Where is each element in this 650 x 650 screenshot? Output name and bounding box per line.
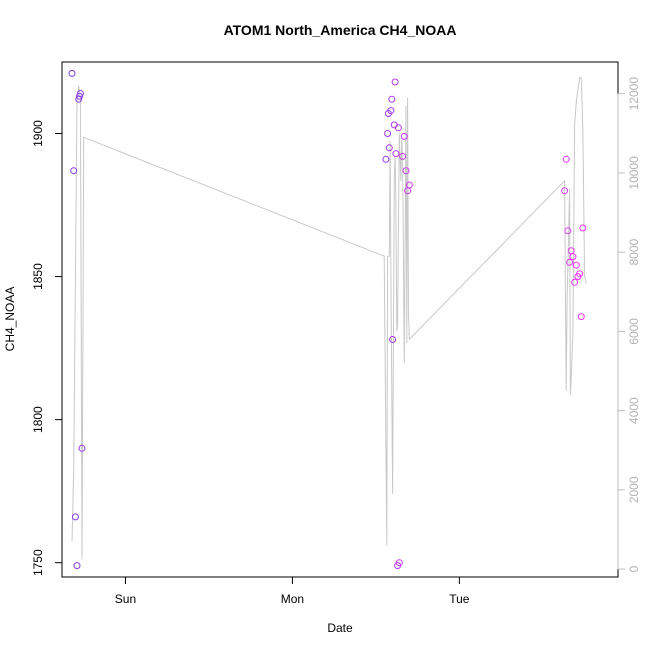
data-point bbox=[387, 107, 395, 115]
y2-tick-label: 4000 bbox=[627, 397, 641, 424]
x-axis: Sun Mon Tue bbox=[115, 576, 470, 606]
data-point bbox=[390, 121, 398, 129]
y2-tick-label: 2000 bbox=[627, 476, 641, 503]
altitude-line-layer bbox=[71, 77, 587, 560]
data-point bbox=[389, 336, 397, 343]
data-point bbox=[561, 187, 569, 195]
data-point bbox=[68, 69, 76, 77]
data-point bbox=[399, 152, 407, 160]
data-point bbox=[566, 258, 574, 266]
data-point bbox=[562, 155, 570, 163]
data-point bbox=[78, 444, 86, 452]
data-point bbox=[577, 313, 585, 321]
data-point bbox=[391, 78, 399, 86]
data-point bbox=[579, 224, 587, 232]
data-point bbox=[70, 167, 78, 175]
data-point bbox=[394, 124, 402, 132]
altitude-line bbox=[71, 77, 587, 560]
data-point bbox=[400, 132, 408, 140]
data-point bbox=[392, 150, 400, 158]
x-axis-label: Date bbox=[327, 621, 353, 635]
data-point bbox=[382, 155, 390, 163]
data-point bbox=[571, 278, 579, 286]
data-point bbox=[71, 513, 79, 521]
data-point bbox=[385, 144, 393, 152]
data-point bbox=[569, 253, 577, 261]
data-point bbox=[564, 227, 572, 235]
y2-tick-label: 0 bbox=[627, 565, 641, 572]
y-axis: 1750 1800 1850 1900 bbox=[31, 120, 63, 576]
y2-tick-label: 6000 bbox=[627, 318, 641, 345]
data-point bbox=[388, 95, 396, 103]
y-axis-label: CH4_NOAA bbox=[3, 287, 17, 352]
data-point bbox=[73, 562, 81, 570]
data-point bbox=[405, 181, 413, 189]
y2-tick-label: 10000 bbox=[627, 156, 641, 190]
chart-title: ATOM1 North_America CH4_NOAA bbox=[224, 22, 457, 38]
y-tick-label: 1850 bbox=[31, 263, 45, 290]
y-tick-label: 1750 bbox=[31, 549, 45, 576]
y2-tick-label: 8000 bbox=[627, 238, 641, 265]
points-layer bbox=[68, 69, 587, 570]
y2-tick-label: 12000 bbox=[627, 77, 641, 111]
data-point bbox=[76, 92, 83, 100]
data-point bbox=[402, 167, 410, 175]
y-tick-label: 1800 bbox=[31, 406, 45, 433]
y-tick-label: 1900 bbox=[31, 120, 45, 147]
plot-frame bbox=[61, 61, 619, 578]
data-point bbox=[576, 270, 584, 278]
x-tick-label: Mon bbox=[281, 592, 304, 606]
x-tick-label: Sun bbox=[115, 592, 136, 606]
x-tick-label: Tue bbox=[449, 592, 470, 606]
data-point bbox=[384, 130, 392, 137]
y2-axis: 0 2000 4000 6000 8000 10000 12000 bbox=[617, 77, 641, 572]
data-point bbox=[395, 559, 403, 567]
data-point bbox=[76, 90, 84, 97]
data-point bbox=[572, 261, 580, 269]
